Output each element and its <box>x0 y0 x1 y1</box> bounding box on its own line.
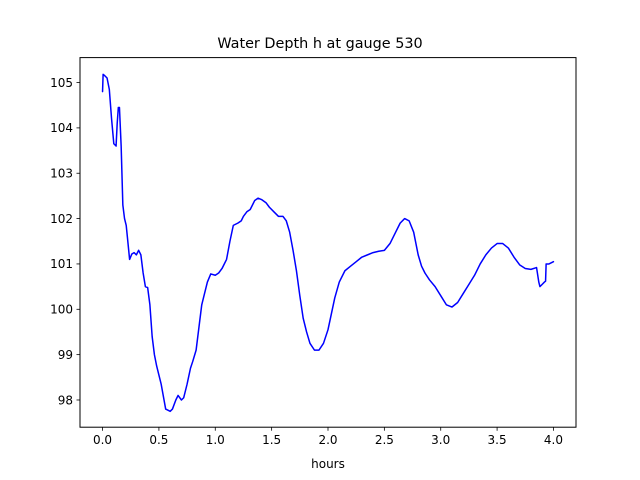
x-tick-label: 0.5 <box>149 433 168 447</box>
x-tick-label: 0.0 <box>93 433 112 447</box>
x-tick-label: 4.0 <box>544 433 563 447</box>
x-tick-label: 3.5 <box>488 433 507 447</box>
x-tick-label: 2.0 <box>318 433 337 447</box>
x-axis: 0.0 0.5 1.0 1.5 2.0 2.5 3.0 3.5 4.0 <box>93 427 563 447</box>
y-tick-label: 98 <box>58 393 73 407</box>
y-tick-label: 105 <box>50 76 73 90</box>
series-layer <box>101 73 555 413</box>
x-tick-label: 3.0 <box>431 433 450 447</box>
y-tick-label: 103 <box>50 167 73 181</box>
y-tick-label: 104 <box>50 121 73 135</box>
y-tick-label: 100 <box>50 303 73 317</box>
y-tick-label: 102 <box>50 212 73 226</box>
y-axis: 98 99 100 101 102 103 104 105 <box>50 76 80 407</box>
x-tick-label: 2.5 <box>375 433 394 447</box>
chart-title: Water Depth h at gauge 530 <box>217 36 422 52</box>
y-tick-label: 99 <box>58 348 73 362</box>
x-tick-label: 1.0 <box>206 433 225 447</box>
y-tick-label: 101 <box>50 257 73 271</box>
x-axis-label: hours <box>311 457 345 471</box>
x-tick-label: 1.5 <box>262 433 281 447</box>
series-line-0 <box>101 73 555 413</box>
